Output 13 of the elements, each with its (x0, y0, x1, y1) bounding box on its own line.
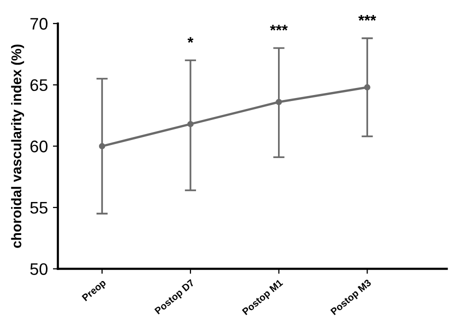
y-tick-label: 65 (30, 79, 48, 92)
annotation: *** (270, 24, 288, 31)
point (364, 84, 370, 90)
y-tick-label: 70 (30, 18, 48, 30)
y-tick-label: 50 (30, 263, 48, 276)
annotation: * (188, 37, 194, 43)
point (276, 98, 282, 106)
text: *** (358, 15, 376, 21)
y-tick-label: 60 (30, 140, 48, 152)
y-axis-title: choroidal vascularity index (%) (11, 44, 24, 248)
point (98, 143, 106, 150)
point (187, 120, 194, 128)
y-tick-label: 55 (30, 202, 48, 214)
